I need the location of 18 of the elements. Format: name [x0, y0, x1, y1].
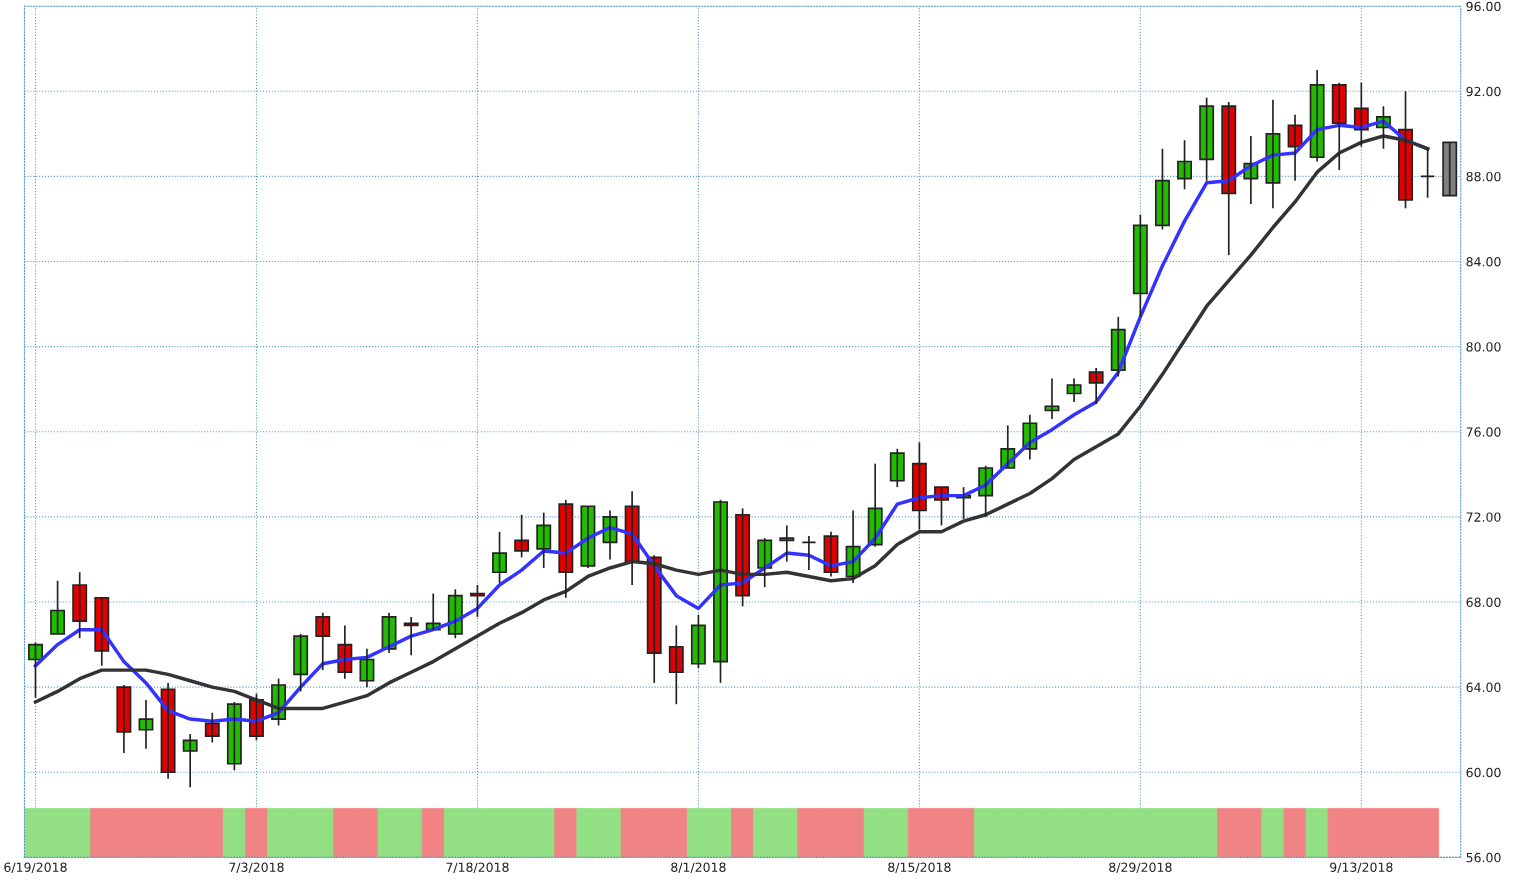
y-tick-label: 60.00	[1466, 767, 1501, 778]
y-tick-label: 96.00	[1466, 1, 1501, 12]
y-tick-label: 72.00	[1466, 512, 1501, 522]
y-tick-label: 56.00	[1466, 852, 1501, 863]
x-tick-label: 7/18/2018	[446, 862, 509, 873]
y-tick-label: 84.00	[1466, 257, 1501, 267]
x-tick-label: 6/19/2018	[4, 862, 67, 873]
x-tick-label: 9/13/2018	[1330, 862, 1393, 873]
y-tick-label: 64.00	[1466, 682, 1501, 693]
x-tick-label: 8/29/2018	[1109, 862, 1172, 873]
y-tick-label: 80.00	[1466, 342, 1501, 352]
x-tick-label: 7/3/2018	[229, 862, 284, 873]
x-tick-label: 8/1/2018	[671, 862, 726, 873]
y-tick-label: 88.00	[1466, 171, 1501, 182]
x-tick-label: 8/15/2018	[888, 862, 951, 873]
y-tick-label: 68.00	[1466, 597, 1501, 607]
y-tick-label: 92.00	[1466, 86, 1501, 97]
y-tick-label: 76.00	[1466, 427, 1501, 437]
